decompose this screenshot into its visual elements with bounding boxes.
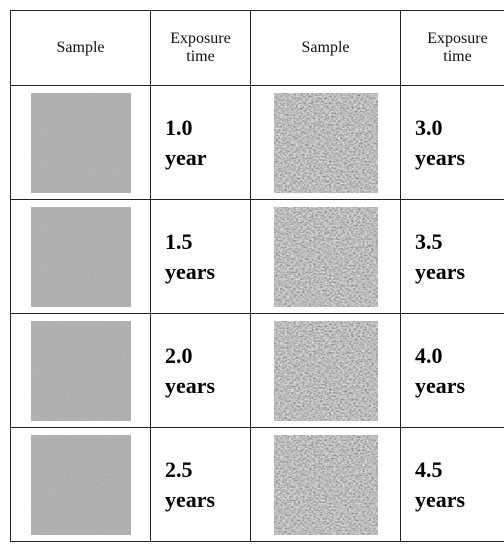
exposure-time: 1.0 year: [165, 113, 231, 173]
header-cell: Sample: [251, 11, 401, 86]
exposure-cell: 3.0 years: [401, 86, 504, 200]
sample-cell: [251, 428, 401, 542]
exposure-time: 2.5 years: [165, 455, 231, 515]
sample-texture: [274, 93, 378, 193]
results-table: Sample Exposure time Sample Exposure time 1…: [10, 10, 504, 542]
exposure-cell: 3.5 years: [401, 200, 504, 314]
exposure-time: 4.5 years: [415, 455, 481, 515]
sample-image: [274, 435, 378, 535]
exposure-time: 3.0 years: [415, 113, 481, 173]
sample-texture: [274, 321, 378, 421]
exposure-time: 3.5 years: [415, 227, 481, 287]
page: {"table": {"header": ["Sample", "Exposur…: [0, 0, 504, 545]
sample-cell: [251, 314, 401, 428]
sample-texture: [31, 207, 131, 307]
sample-texture: [31, 435, 131, 535]
exposure-cell: 1.0 year: [151, 86, 251, 200]
sample-cell: [251, 200, 401, 314]
sample-cell: [11, 314, 151, 428]
sample-image: [31, 435, 131, 535]
exposure-time: 2.0 years: [165, 341, 231, 401]
table-row: 2.5 years 4.5 years: [11, 428, 504, 542]
table-row: 2.0 years 4.0 years: [11, 314, 504, 428]
sample-image: [274, 93, 378, 193]
exposure-time: 1.5 years: [165, 227, 231, 287]
sample-texture: [31, 93, 131, 193]
sample-cell: [251, 86, 401, 200]
header-cell: Exposure time: [401, 11, 504, 86]
sample-image: [274, 321, 378, 421]
sample-image: [274, 207, 378, 307]
header-text: Sample: [57, 39, 105, 57]
sample-image: [31, 207, 131, 307]
sample-image: [31, 93, 131, 193]
header-cell: Exposure time: [151, 11, 251, 86]
header-row: Sample Exposure time Sample Exposure time: [11, 11, 504, 86]
sample-texture: [31, 321, 131, 421]
sample-cell: [11, 200, 151, 314]
sample-texture: [274, 435, 378, 535]
table-row: 1.0 year 3.0 years: [11, 86, 504, 200]
exposure-cell: 2.0 years: [151, 314, 251, 428]
exposure-cell: 1.5 years: [151, 200, 251, 314]
sample-cell: [11, 86, 151, 200]
table-body: 1.0 year 3.0 years 1.5 years 3.5 years 2.0 y…: [11, 86, 504, 542]
exposure-time: 4.0 years: [415, 341, 481, 401]
header-text: Exposure time: [421, 30, 495, 66]
header-text: Exposure time: [164, 30, 238, 66]
sample-texture: [274, 207, 378, 307]
header-text: Sample: [302, 39, 350, 57]
exposure-cell: 2.5 years: [151, 428, 251, 542]
table-row: 1.5 years 3.5 years: [11, 200, 504, 314]
sample-cell: [11, 428, 151, 542]
header-cell: Sample: [11, 11, 151, 86]
exposure-cell: 4.0 years: [401, 314, 504, 428]
sample-image: [31, 321, 131, 421]
exposure-cell: 4.5 years: [401, 428, 504, 542]
